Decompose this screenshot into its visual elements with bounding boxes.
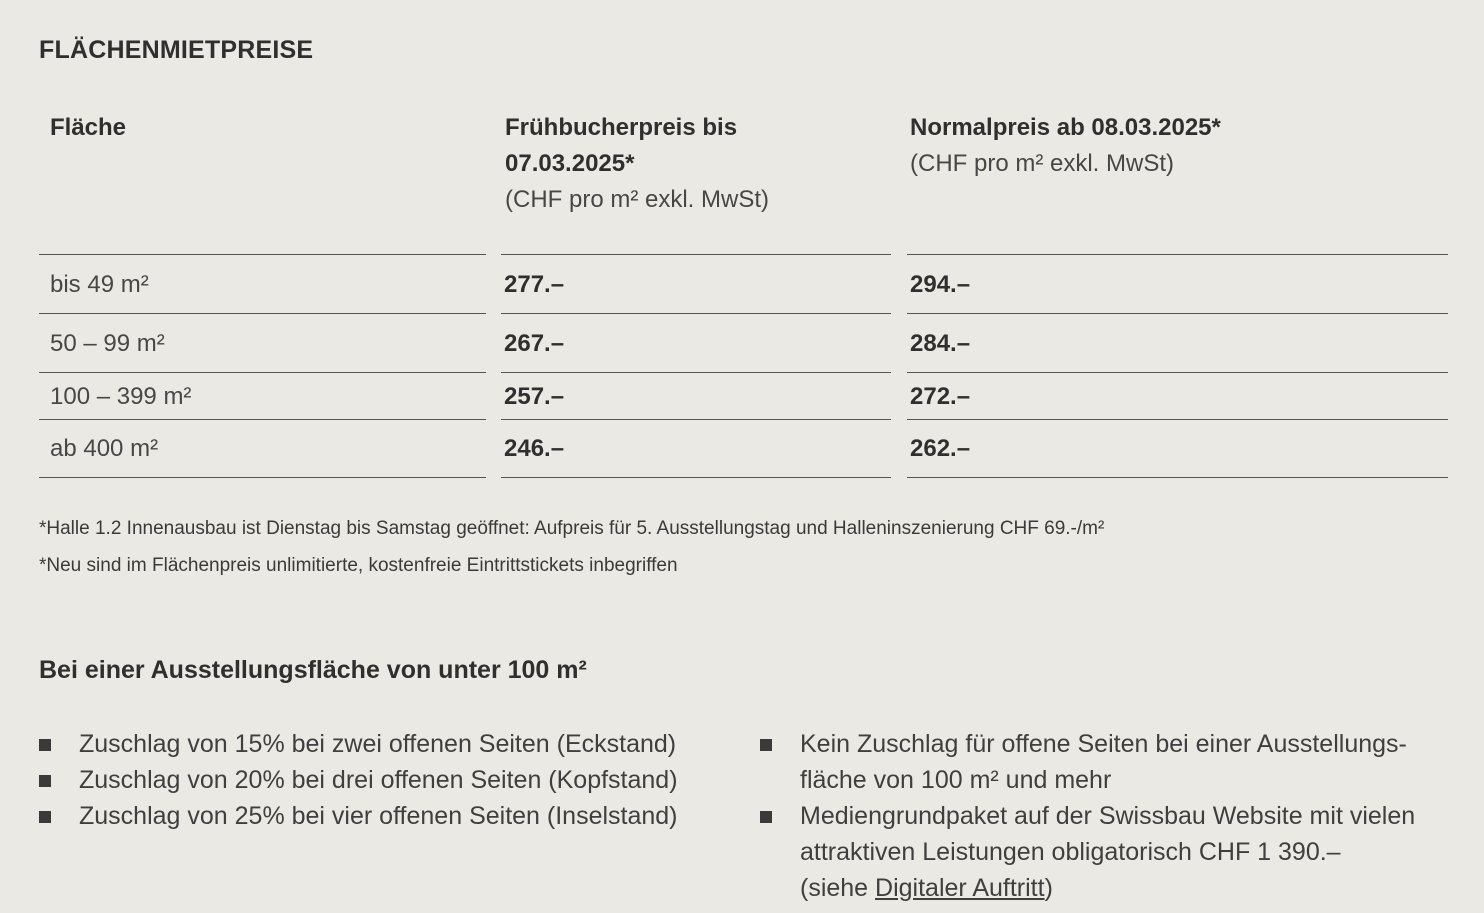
list-item-text: Zuschlag von 20% bei drei offenen Seiten… xyxy=(79,766,678,794)
header-normal-title: Normalpreis ab 08.03.2025* xyxy=(910,114,1221,141)
table-rule xyxy=(907,372,1448,373)
list-item: Zuschlag von 25% bei vier offenen Seiten… xyxy=(39,798,739,834)
subsection-title: Bei einer Ausstellungsfläche von unter 1… xyxy=(39,656,587,684)
table-rule xyxy=(39,419,486,420)
header-early-sub: (CHF pro m² exkl. MwSt) xyxy=(505,186,769,213)
list-item: Mediengrundpaket auf der Swissbau Websit… xyxy=(760,798,1470,906)
header-early-title-date: 07.03.2025* xyxy=(505,150,635,177)
footnote: *Neu sind im Flächenpreis unlimitierte, … xyxy=(39,555,678,576)
header-normal-price: Normalpreis ab 08.03.2025* (CHF pro m² e… xyxy=(907,110,1448,182)
footnote: *Halle 1.2 Innenausbau ist Dienstag bis … xyxy=(39,518,1105,539)
list-item: Zuschlag von 20% bei drei offenen Seiten… xyxy=(39,762,739,798)
table-rule xyxy=(501,372,891,373)
square-bullet-icon xyxy=(39,811,51,823)
table-row-normal-price: 262.– xyxy=(910,435,971,462)
table-row-early-price: 257.– xyxy=(504,383,565,410)
surcharge-list: Zuschlag von 15% bei zwei offenen Seiten… xyxy=(39,726,739,834)
table-row-early-price: 277.– xyxy=(504,271,565,298)
table-rule xyxy=(501,419,891,420)
list-item-text: Kein Zuschlag für offene Seiten bei eine… xyxy=(800,730,1407,758)
table-row-area: bis 49 m² xyxy=(50,271,149,298)
list-item: Kein Zuschlag für offene Seiten bei eine… xyxy=(760,726,1470,798)
table-row-area: 100 – 399 m² xyxy=(50,383,192,410)
table-row-early-price: 246.– xyxy=(504,435,565,462)
square-bullet-icon xyxy=(760,811,772,823)
table-rule xyxy=(39,477,486,478)
section-title: FLÄCHENMIETPREISE xyxy=(39,36,314,64)
header-early-price: Frühbucherpreis bis 07.03.2025* (CHF pro… xyxy=(501,110,891,218)
list-item-text: Zuschlag von 25% bei vier offenen Seiten… xyxy=(79,802,678,830)
table-row-normal-price: 294.– xyxy=(910,271,971,298)
list-item-text: fläche von 100 m² und mehr xyxy=(800,766,1112,794)
header-area-title: Fläche xyxy=(50,114,127,141)
square-bullet-icon xyxy=(39,739,51,751)
list-item-text: attraktiven Leistungen obligatorisch CHF… xyxy=(800,838,1341,866)
table-row-normal-price: 284.– xyxy=(910,330,971,357)
table-row-early-price: 267.– xyxy=(504,330,565,357)
table-rule xyxy=(907,254,1448,255)
list-item-text: Mediengrundpaket auf der Swissbau Websit… xyxy=(800,802,1416,830)
list-item-text: Zuschlag von 15% bei zwei offenen Seiten… xyxy=(79,730,677,758)
header-area: Fläche xyxy=(39,110,486,146)
list-item: Zuschlag von 15% bei zwei offenen Seiten… xyxy=(39,726,739,762)
header-early-title: Frühbucherpreis bis xyxy=(505,114,738,141)
digital-presence-link[interactable]: Digitaler Auftritt xyxy=(875,874,1045,902)
table-rule xyxy=(39,372,486,373)
table-row-area: ab 400 m² xyxy=(50,435,159,462)
list-item-text: ) xyxy=(1044,874,1053,902)
table-rule xyxy=(39,313,486,314)
table-rule xyxy=(501,254,891,255)
table-rule xyxy=(39,254,486,255)
table-rule xyxy=(907,313,1448,314)
table-rule xyxy=(907,477,1448,478)
square-bullet-icon xyxy=(760,739,772,751)
table-row-normal-price: 272.– xyxy=(910,383,971,410)
table-rule xyxy=(501,313,891,314)
table-rule xyxy=(907,419,1448,420)
square-bullet-icon xyxy=(39,775,51,787)
header-normal-sub: (CHF pro m² exkl. MwSt) xyxy=(910,150,1174,177)
list-item-text: (siehe xyxy=(800,874,876,902)
info-list: Kein Zuschlag für offene Seiten bei eine… xyxy=(760,726,1470,906)
table-row-area: 50 – 99 m² xyxy=(50,330,165,357)
table-rule xyxy=(501,477,891,478)
